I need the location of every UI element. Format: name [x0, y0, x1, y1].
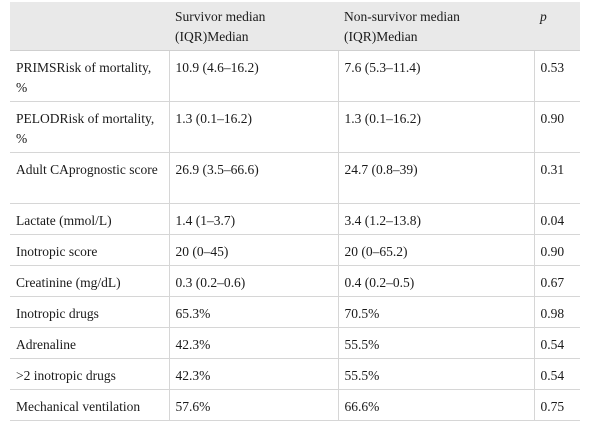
row-label: PELODRisk of mortality, %: [10, 101, 170, 153]
row-label: Inotropic drugs: [10, 296, 170, 328]
p-value: 0.53: [534, 50, 580, 102]
non-survivor-value: 70.5%: [338, 296, 535, 328]
row-label: Creatinine (mg/dL): [10, 265, 170, 297]
survivor-value: 10.9 (4.6–16.2): [169, 50, 339, 102]
p-value: 0.67: [534, 265, 580, 297]
row-label: Lactate (mmol/L): [10, 203, 170, 235]
header-variable: [10, 2, 169, 51]
p-value: 0.54: [534, 358, 580, 390]
survivor-value: 1.4 (1–3.7): [169, 203, 339, 235]
p-value: 0.98: [534, 296, 580, 328]
header-p-value: p: [534, 2, 580, 51]
non-survivor-value: 55.5%: [338, 327, 535, 359]
data-table-container: Survivor median (IQR)Median Non-survivor…: [10, 2, 580, 421]
table-row: Creatinine (mg/dL) 0.3 (0.2–0.6) 0.4 (0.…: [10, 265, 580, 297]
survivor-value: 20 (0–45): [169, 234, 339, 266]
row-label: Adult CAprognostic score: [10, 152, 170, 204]
table-row: PRIMSRisk of mortality, % 10.9 (4.6–16.2…: [10, 50, 580, 102]
p-value: 0.54: [534, 327, 580, 359]
table-row: Inotropic drugs 65.3% 70.5% 0.98: [10, 296, 580, 328]
p-value: 0.90: [534, 234, 580, 266]
non-survivor-value: 7.6 (5.3–11.4): [338, 50, 535, 102]
results-table: Survivor median (IQR)Median Non-survivor…: [10, 2, 580, 421]
p-value: 0.31: [534, 152, 580, 204]
p-value: 0.75: [534, 389, 580, 421]
survivor-value: 42.3%: [169, 327, 339, 359]
survivor-value: 57.6%: [169, 389, 339, 421]
non-survivor-value: 66.6%: [338, 389, 535, 421]
table-row: Adrenaline 42.3% 55.5% 0.54: [10, 327, 580, 359]
survivor-value: 0.3 (0.2–0.6): [169, 265, 339, 297]
survivor-value: 1.3 (0.1–16.2): [169, 101, 339, 153]
non-survivor-value: 55.5%: [338, 358, 535, 390]
survivor-value: 65.3%: [169, 296, 339, 328]
table-row: >2 inotropic drugs 42.3% 55.5% 0.54: [10, 358, 580, 390]
row-label: >2 inotropic drugs: [10, 358, 170, 390]
non-survivor-value: 1.3 (0.1–16.2): [338, 101, 535, 153]
row-label: Mechanical ventilation: [10, 389, 170, 421]
header-row: Survivor median (IQR)Median Non-survivor…: [10, 2, 580, 51]
survivor-value: 26.9 (3.5–66.6): [169, 152, 339, 204]
header-non-survivor: Non-survivor median (IQR)Median: [338, 2, 534, 51]
p-value: 0.04: [534, 203, 580, 235]
row-label: Inotropic score: [10, 234, 170, 266]
non-survivor-value: 0.4 (0.2–0.5): [338, 265, 535, 297]
non-survivor-value: 3.4 (1.2–13.8): [338, 203, 535, 235]
table-row: PELODRisk of mortality, % 1.3 (0.1–16.2)…: [10, 101, 580, 153]
row-label: PRIMSRisk of mortality, %: [10, 50, 170, 102]
non-survivor-value: 24.7 (0.8–39): [338, 152, 535, 204]
table-row: Mechanical ventilation 57.6% 66.6% 0.75: [10, 389, 580, 421]
table-body: PRIMSRisk of mortality, % 10.9 (4.6–16.2…: [10, 50, 580, 421]
table-row: Lactate (mmol/L) 1.4 (1–3.7) 3.4 (1.2–13…: [10, 203, 580, 235]
table-row: Inotropic score 20 (0–45) 20 (0–65.2) 0.…: [10, 234, 580, 266]
table-row: Adult CAprognostic score 26.9 (3.5–66.6)…: [10, 152, 580, 204]
p-value: 0.90: [534, 101, 580, 153]
table-header: Survivor median (IQR)Median Non-survivor…: [10, 2, 580, 51]
header-survivor: Survivor median (IQR)Median: [169, 2, 338, 51]
row-label: Adrenaline: [10, 327, 170, 359]
survivor-value: 42.3%: [169, 358, 339, 390]
non-survivor-value: 20 (0–65.2): [338, 234, 535, 266]
